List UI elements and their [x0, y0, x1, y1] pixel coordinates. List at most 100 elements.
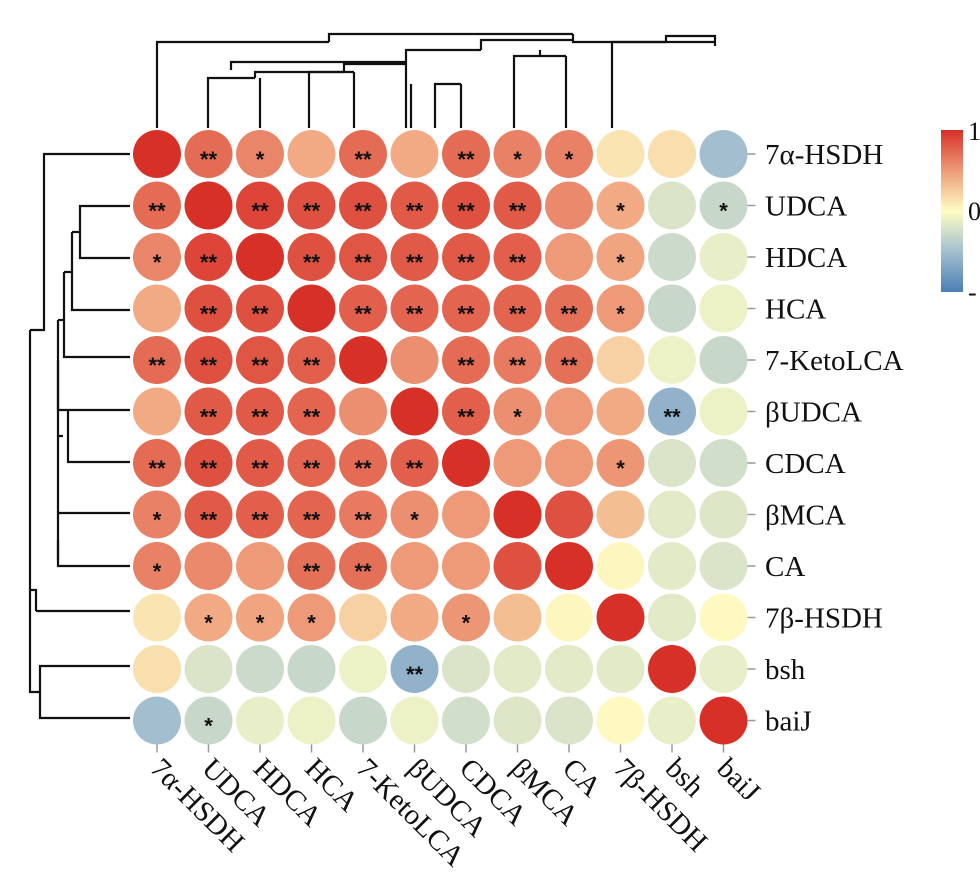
row-label: βUDCA [765, 397, 862, 429]
cell-10-6 [442, 645, 490, 693]
significance-mark-2-0: * [153, 250, 162, 275]
row-label: CDCA [765, 448, 846, 480]
significance-mark-0-4: ** [354, 147, 372, 172]
cell-4-7 [493, 336, 542, 384]
column-dendrogram-branch [342, 62, 406, 72]
cell-1-10 [648, 181, 696, 230]
cell-5-4 [339, 387, 387, 436]
cell-7-5 [390, 490, 439, 539]
cell-8-8 [545, 542, 593, 590]
row-label: CA [765, 551, 805, 583]
column-dendrogram-branch [206, 76, 255, 128]
cell-9-9 [596, 593, 645, 642]
cell-11-2 [236, 696, 284, 745]
row-label: HCA [765, 294, 826, 326]
cell-1-1 [184, 181, 233, 230]
legend-tick-mid: 0 [968, 197, 980, 226]
cell-7-3 [287, 490, 336, 539]
cell-2-0 [133, 233, 181, 281]
column-dendrogram-branch [307, 70, 354, 128]
column-dendrogram-branch [479, 38, 573, 50]
significance-mark-6-9: * [616, 456, 625, 481]
significance-mark-5-1: ** [200, 405, 218, 430]
cell-1-9 [596, 181, 645, 230]
significance-mark-5-7: * [513, 405, 522, 430]
cell-4-6 [442, 336, 490, 384]
significance-mark-8-0: * [153, 559, 162, 584]
cell-4-9 [596, 336, 645, 384]
significance-mark-2-3: ** [303, 250, 321, 275]
significance-mark-5-6: ** [457, 405, 475, 430]
row-label: HDCA [765, 242, 847, 274]
significance-mark-6-0: ** [148, 456, 166, 481]
significance-mark-8-4: ** [354, 559, 372, 584]
cell-6-0 [133, 439, 181, 487]
column-dendrogram [155, 32, 717, 128]
cell-11-4 [339, 696, 387, 745]
significance-mark-9-1: * [204, 611, 213, 636]
cell-7-1 [184, 490, 233, 539]
row-dendrogram-branch [30, 152, 130, 332]
row-label: baiJ [765, 706, 812, 738]
significance-mark-0-7: * [513, 147, 522, 172]
cell-0-5 [390, 130, 439, 178]
cell-6-5 [390, 439, 439, 487]
cell-8-5 [390, 542, 439, 590]
cell-11-1 [184, 696, 233, 745]
cell-5-1 [184, 387, 233, 436]
cell-11-9 [596, 696, 645, 745]
significance-mark-6-3: ** [303, 456, 321, 481]
cell-3-2 [236, 284, 284, 333]
significance-mark-4-0: ** [148, 353, 166, 378]
significance-mark-3-9: * [616, 302, 625, 327]
column-dendrogram-branch [155, 40, 329, 128]
significance-mark-2-4: ** [354, 250, 372, 275]
cell-3-7 [493, 284, 542, 333]
cell-4-1 [184, 336, 233, 384]
significance-mark-6-5: ** [406, 456, 424, 481]
cell-9-5 [390, 593, 439, 642]
row-label: bsh [765, 654, 806, 686]
cell-4-8 [545, 336, 593, 384]
significance-mark-1-6: ** [457, 199, 475, 224]
significance-mark-4-2: ** [251, 353, 269, 378]
significance-mark-10-5: ** [406, 662, 424, 687]
significance-mark-7-0: * [153, 508, 162, 533]
column-dendrogram-branch [571, 34, 666, 44]
cell-4-4 [339, 336, 387, 384]
cell-10-11 [699, 645, 748, 693]
cell-3-4 [339, 284, 387, 333]
cell-1-2 [236, 181, 284, 230]
significance-mark-3-8: ** [560, 302, 578, 327]
significance-mark-4-7: ** [509, 353, 527, 378]
row-dendrogram-branch [62, 272, 130, 359]
cell-9-2 [236, 593, 284, 642]
significance-mark-4-8: ** [560, 353, 578, 378]
cell-3-11 [699, 284, 748, 333]
cell-6-4 [339, 439, 387, 487]
column-dendrogram-branch [433, 82, 461, 128]
cell-5-11 [699, 387, 748, 436]
significance-mark-2-6: ** [457, 250, 475, 275]
cell-9-8 [545, 593, 593, 642]
cell-6-7 [493, 439, 542, 487]
cell-4-0 [133, 336, 181, 384]
significance-mark-3-7: ** [509, 302, 527, 327]
cell-3-5 [390, 284, 439, 333]
cell-8-9 [596, 542, 645, 590]
cell-7-10 [648, 490, 696, 539]
significance-mark-7-4: ** [354, 508, 372, 533]
cell-10-9 [596, 645, 645, 693]
cell-0-10 [648, 130, 696, 178]
significance-mark-5-3: ** [303, 405, 321, 430]
significance-mark-6-2: ** [251, 456, 269, 481]
row-dendrogram-branch [70, 232, 130, 312]
row-dendrogram-branch [56, 540, 130, 568]
significance-mark-0-2: * [256, 147, 265, 172]
cell-2-3 [287, 233, 336, 281]
row-dendrogram-branch [56, 320, 130, 412]
cell-10-0 [133, 645, 181, 693]
cell-9-11 [699, 593, 748, 642]
significance-mark-11-1: * [204, 714, 213, 739]
